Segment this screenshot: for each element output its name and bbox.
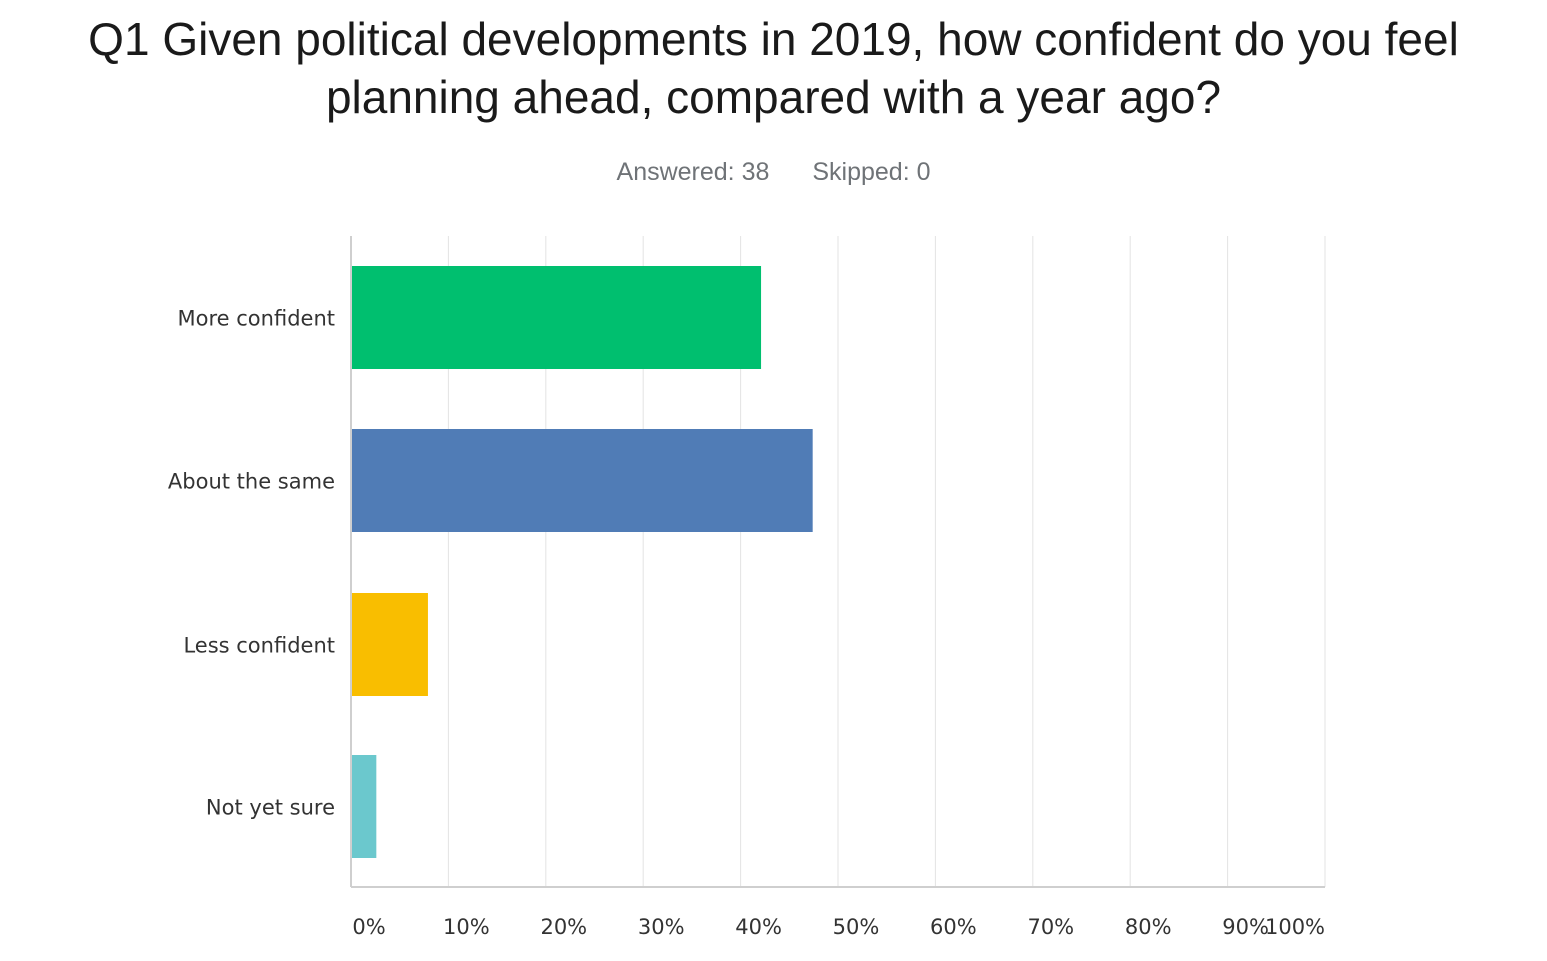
category-label: More confident [178, 307, 335, 331]
response-stats: Answered: 38 Skipped: 0 [0, 158, 1547, 187]
chart-title-line-2: planning ahead, compared with a year ago… [325, 71, 1222, 123]
x-tick-label: 80% [1125, 915, 1172, 939]
x-tick-labels: 0% 10% 20% 30% 40% 50% 60% 70% 80% 90%100% [352, 915, 1325, 939]
x-tick-label: 20% [540, 915, 587, 939]
x-tick-label: 50% [833, 915, 880, 939]
category-label: Less confident [183, 634, 335, 658]
chart-title-line-1: Q1 Given political developments in 2019,… [88, 13, 1459, 65]
bar [351, 429, 813, 532]
x-tick-label: 0% [352, 915, 385, 939]
bars [351, 266, 813, 858]
bar [351, 266, 762, 369]
x-tick-label: 70% [1027, 915, 1074, 939]
answered-count: Answered: 38 [616, 158, 770, 186]
bar [351, 593, 428, 696]
gridlines [447, 236, 1326, 887]
x-tick-label: 100% [1265, 915, 1325, 939]
chart-title: Q1 Given political developments in 2019,… [0, 10, 1547, 126]
skipped-count: Skipped: 0 [812, 158, 931, 186]
x-tick-label: 10% [443, 915, 490, 939]
x-tick-label: 90% [1222, 915, 1269, 939]
axes [350, 236, 1325, 888]
x-tick-label: 40% [735, 915, 782, 939]
x-tick-label: 60% [930, 915, 977, 939]
category-label: Not yet sure [206, 796, 335, 820]
category-labels: More confident About the same Less confide… [168, 307, 335, 820]
category-label: About the same [168, 470, 335, 494]
x-tick-label: 30% [638, 915, 685, 939]
bar [351, 755, 377, 858]
